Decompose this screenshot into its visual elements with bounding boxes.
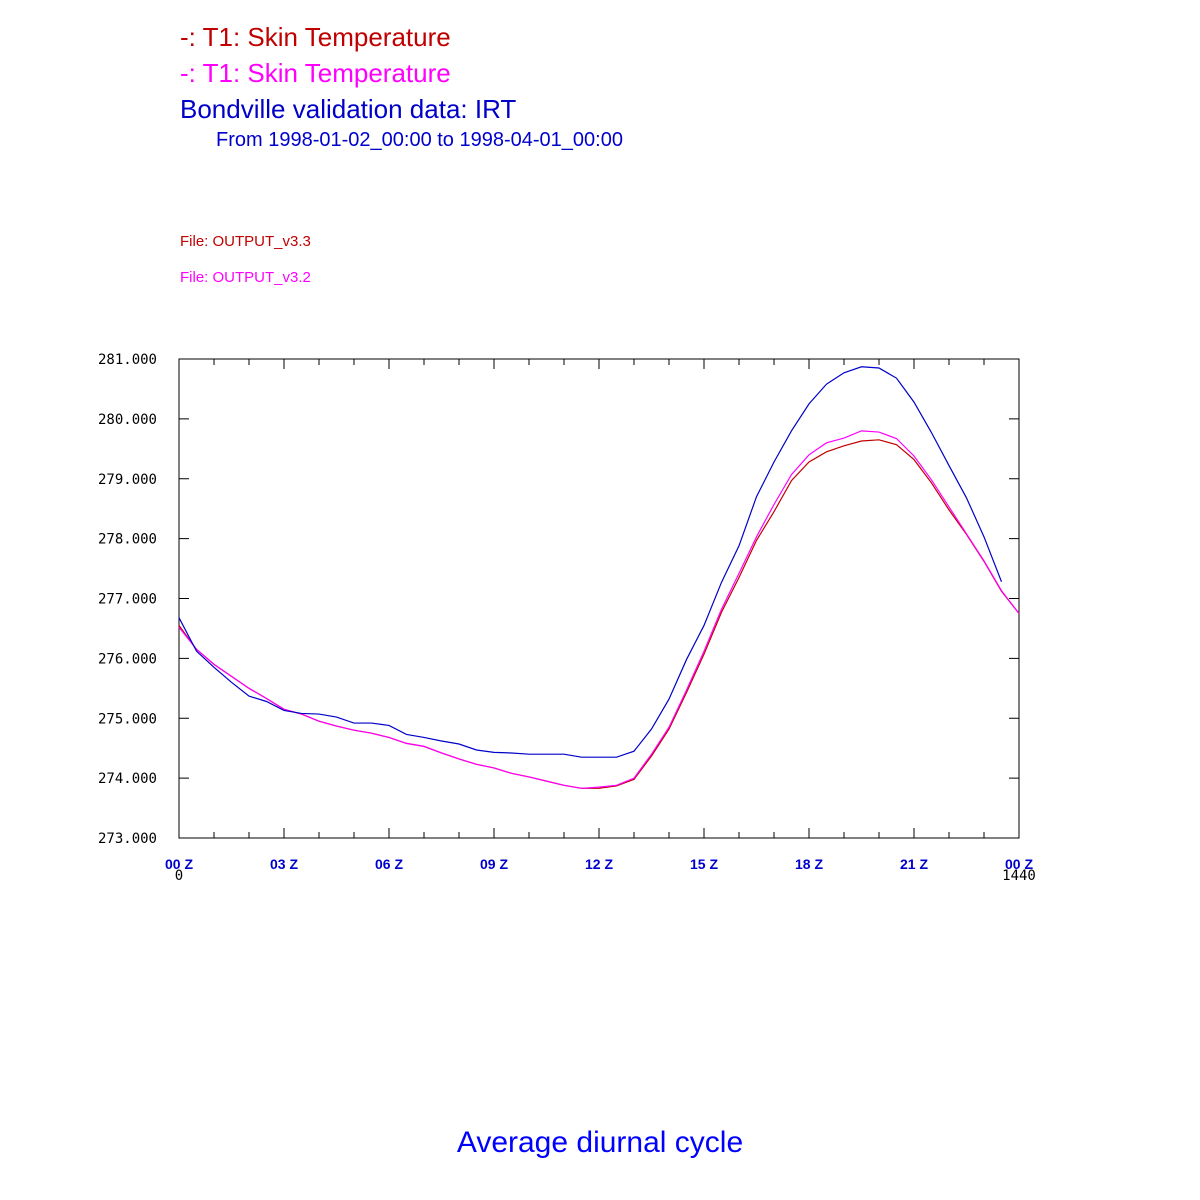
y-tick-label: 278.000 (98, 532, 157, 548)
chart-title: Average diurnal cycle (457, 1126, 743, 1159)
y-tick-label: 277.000 (98, 592, 157, 608)
x-tick-label: 00 Z (1005, 856, 1033, 872)
x-tick-label: 21 Z (900, 856, 928, 872)
plot-frame (178, 358, 1020, 839)
x-tick-label: 12 Z (585, 856, 613, 872)
series-line (178, 430, 1020, 789)
x-tick-label: 06 Z (375, 856, 403, 872)
legend-entry: -: T1: Skin Temperature (180, 22, 451, 52)
y-tick-label: 273.000 (98, 831, 157, 847)
series-line (178, 366, 1003, 758)
legend-entry: Bondville validation data: IRT (180, 94, 516, 124)
y-tick-label: 276.000 (98, 651, 157, 667)
y-tick-label: 280.000 (98, 412, 157, 428)
legend-entry: -: T1: Skin Temperature (180, 58, 451, 88)
x-tick-label: 09 Z (480, 856, 508, 872)
x-tick-label: 03 Z (270, 856, 298, 872)
x-tick-label: 15 Z (690, 856, 718, 872)
x-tick-label: 18 Z (795, 856, 823, 872)
y-tick-label: 275.000 (98, 711, 157, 727)
file-label: File: OUTPUT_v3.3 (180, 233, 311, 250)
subtitle: From 1998-01-02_00:00 to 1998-04-01_00:0… (216, 129, 623, 151)
series-line (178, 439, 1020, 789)
y-tick-label: 281.000 (98, 352, 157, 368)
x-range-label: 1440 (1002, 868, 1036, 884)
y-tick-label: 274.000 (98, 771, 157, 787)
y-tick-label: 279.000 (98, 472, 157, 488)
x-range-label: 0 (175, 868, 183, 884)
file-label: File: OUTPUT_v3.2 (180, 269, 311, 286)
x-tick-label: 00 Z (165, 856, 193, 872)
